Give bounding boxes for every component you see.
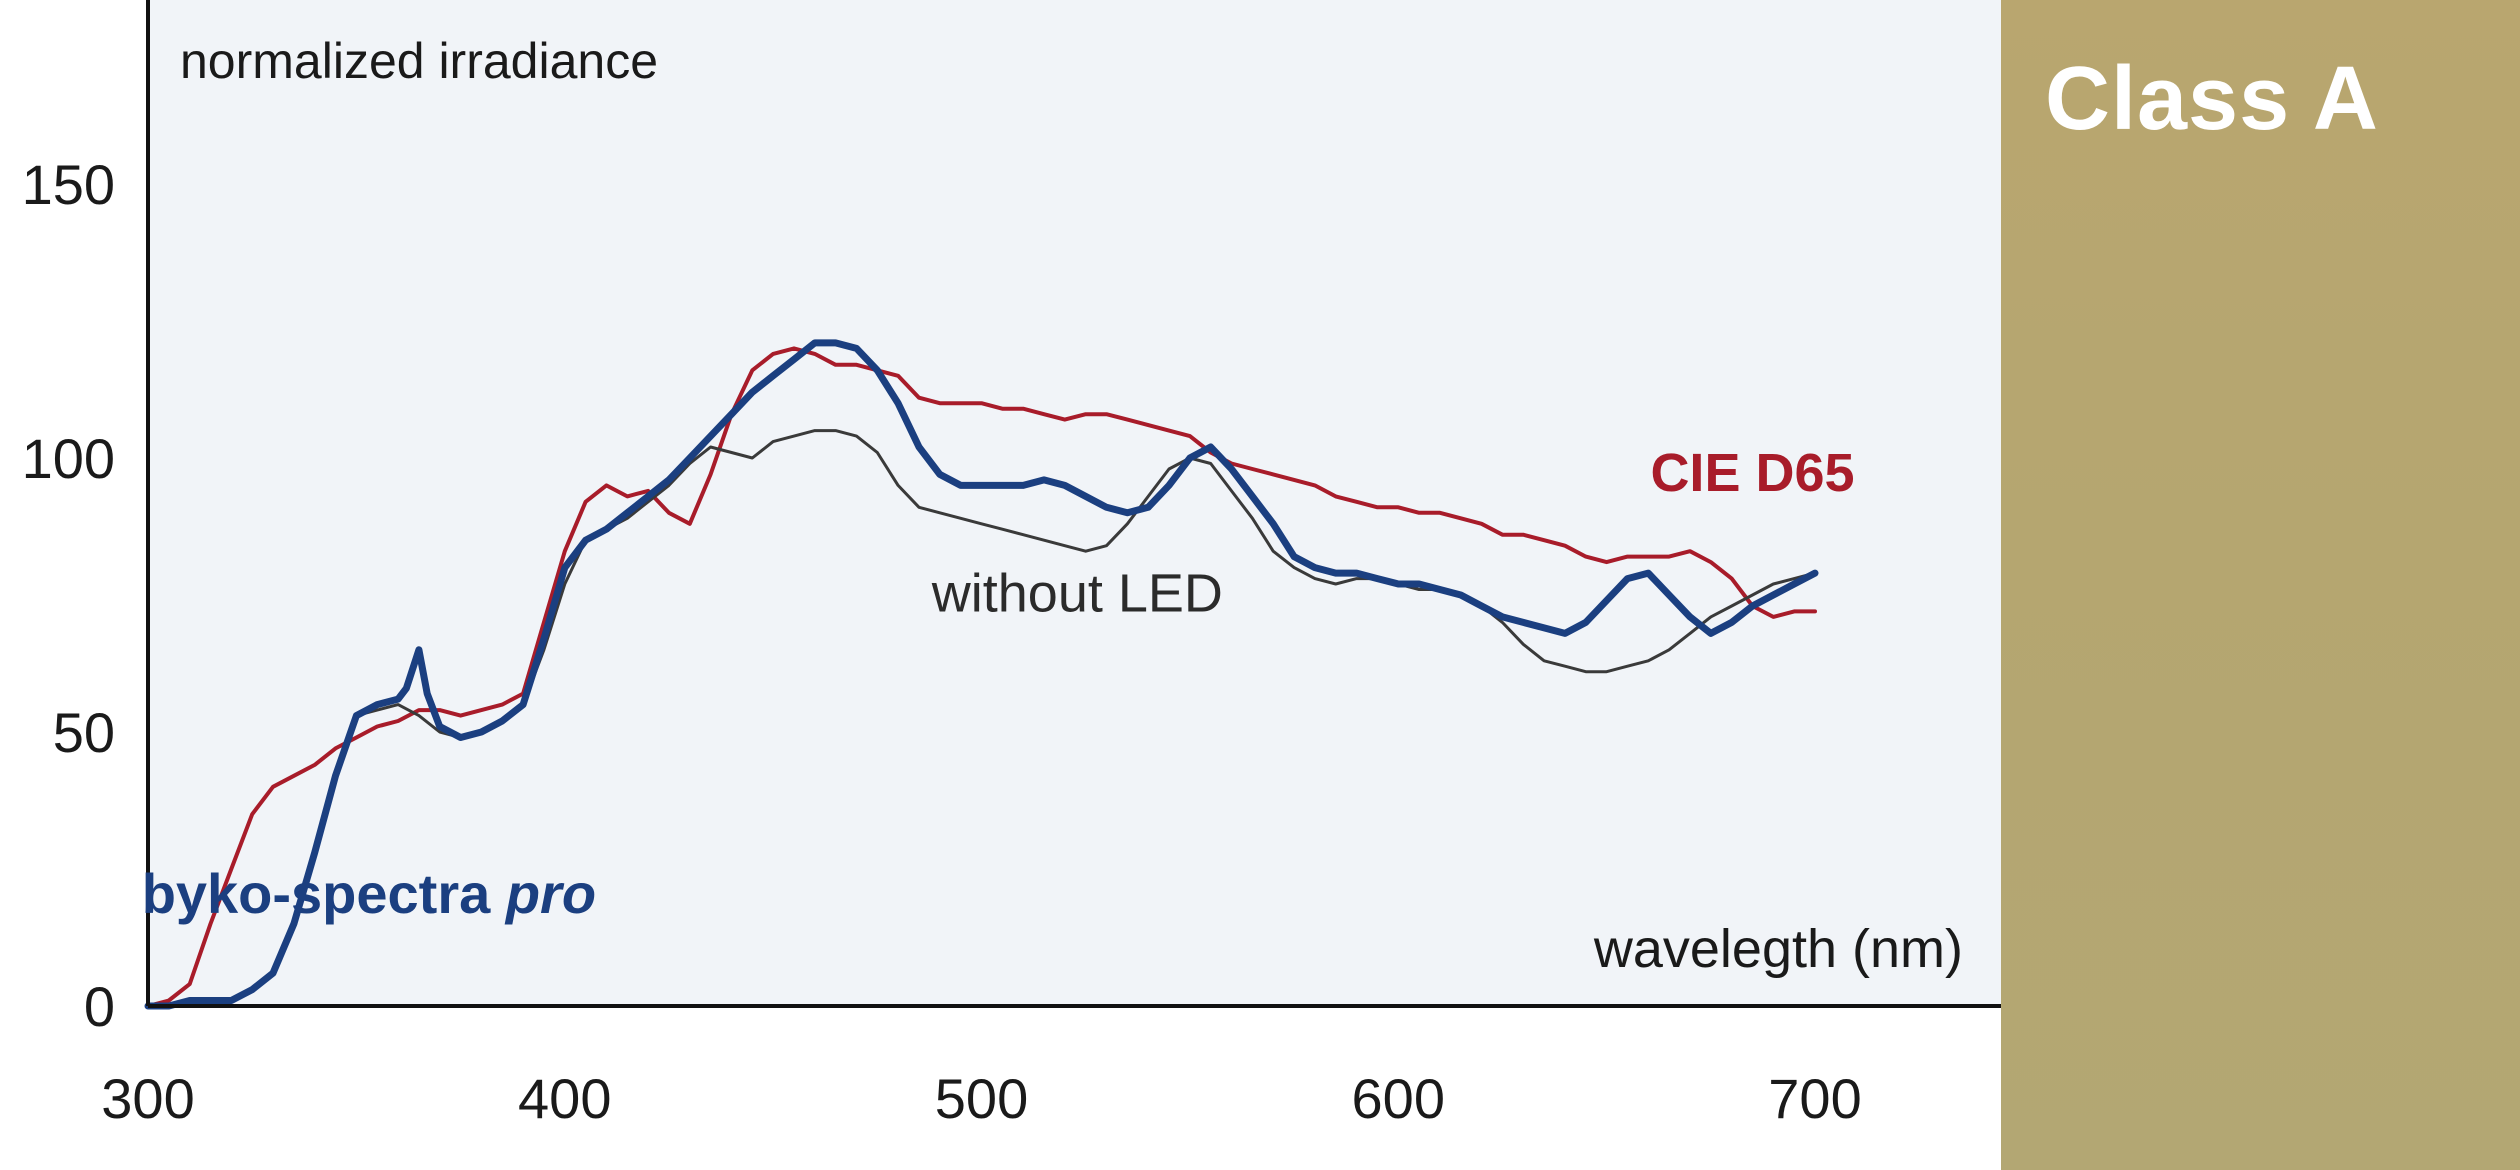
class-label: Class A (2045, 49, 2379, 149)
series-line-byko-spectra-pro (144, 339, 1819, 1010)
series-line-cie-d65 (146, 346, 1817, 1008)
x-tick-label: 700 (1768, 1067, 1861, 1130)
y-tick-label: 100 (22, 427, 115, 490)
annotation-byko-spectra-pro: byko-spectra pro (142, 862, 596, 925)
x-tick-label: 400 (518, 1067, 611, 1130)
x-tick-label: 600 (1352, 1067, 1445, 1130)
annotations: CIE D65 without LED byko-spectra pro (142, 443, 1855, 925)
y-tick-label: 0 (84, 975, 115, 1038)
x-tick-label: 500 (935, 1067, 1028, 1130)
x-tick-labels: 300 400 500 600 700 (101, 1067, 1861, 1130)
y-axis-label: normalized irradiance (180, 33, 658, 89)
annotation-without-led: without LED (931, 563, 1223, 623)
class-panel: Class A (2001, 0, 2520, 1170)
y-tick-label: 50 (53, 701, 115, 764)
plot-area (148, 0, 2001, 1006)
annotation-pro: pro (504, 862, 596, 925)
x-axis-label: wavelegth (nm) (1593, 919, 1963, 979)
y-tick-label: 150 (22, 153, 115, 216)
annotation-cie-d65: CIE D65 (1650, 443, 1854, 503)
line-chart: 300 400 500 600 700 0 50 100 150 normalized irr… (21, 0, 2001, 1130)
series-layer (144, 339, 1819, 1010)
annotation-byko-spectra: byko-spectra (142, 862, 506, 925)
series-line-without-led (146, 429, 1817, 1008)
y-tick-labels: 0 50 100 150 (22, 153, 115, 1038)
x-tick-label: 300 (101, 1067, 194, 1130)
